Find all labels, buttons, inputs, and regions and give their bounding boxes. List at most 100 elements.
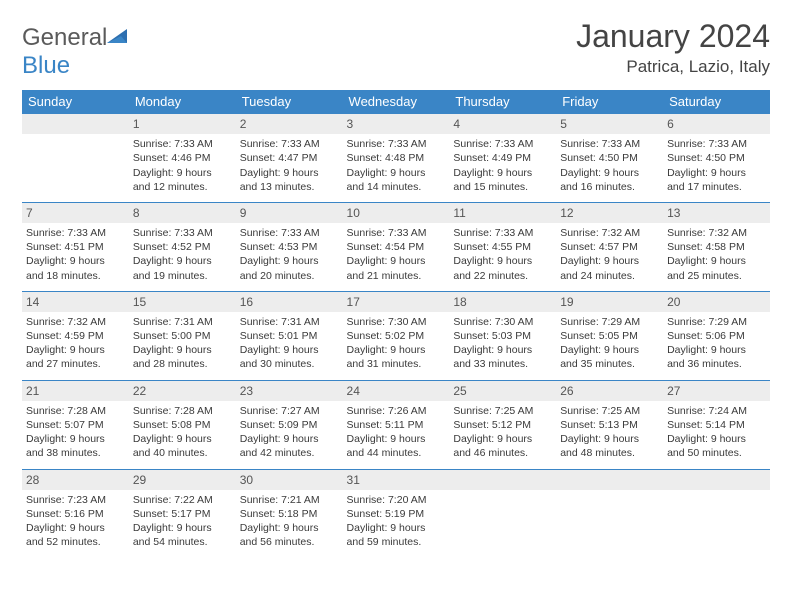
sunrise-text: Sunrise: 7:33 AM bbox=[240, 137, 339, 151]
daylight-text: and 14 minutes. bbox=[347, 180, 446, 194]
day-number: 9 bbox=[236, 203, 343, 223]
daylight-text: Daylight: 9 hours bbox=[240, 343, 339, 357]
sunset-text: Sunset: 4:48 PM bbox=[347, 151, 446, 165]
calendar-cell: 20Sunrise: 7:29 AMSunset: 5:06 PMDayligh… bbox=[663, 291, 770, 380]
day-number: 7 bbox=[22, 203, 129, 223]
daylight-text: and 17 minutes. bbox=[667, 180, 766, 194]
daylight-text: Daylight: 9 hours bbox=[560, 343, 659, 357]
day-number-empty bbox=[663, 470, 770, 490]
calendar-cell: 2Sunrise: 7:33 AMSunset: 4:47 PMDaylight… bbox=[236, 114, 343, 203]
day-number-empty bbox=[449, 470, 556, 490]
weekday-header: Wednesday bbox=[343, 90, 450, 114]
calendar-table: SundayMondayTuesdayWednesdayThursdayFrid… bbox=[22, 90, 770, 557]
daylight-text: and 21 minutes. bbox=[347, 269, 446, 283]
daylight-text: Daylight: 9 hours bbox=[133, 521, 232, 535]
daylight-text: and 19 minutes. bbox=[133, 269, 232, 283]
daylight-text: and 59 minutes. bbox=[347, 535, 446, 549]
sunrise-text: Sunrise: 7:26 AM bbox=[347, 404, 446, 418]
daylight-text: and 50 minutes. bbox=[667, 446, 766, 460]
sunset-text: Sunset: 4:58 PM bbox=[667, 240, 766, 254]
sunset-text: Sunset: 5:11 PM bbox=[347, 418, 446, 432]
weekday-header: Sunday bbox=[22, 90, 129, 114]
weekday-header: Thursday bbox=[449, 90, 556, 114]
calendar-cell: 29Sunrise: 7:22 AMSunset: 5:17 PMDayligh… bbox=[129, 469, 236, 557]
day-number: 18 bbox=[449, 292, 556, 312]
page-title: January 2024 bbox=[576, 18, 770, 55]
sunrise-text: Sunrise: 7:33 AM bbox=[453, 226, 552, 240]
daylight-text: Daylight: 9 hours bbox=[26, 254, 125, 268]
sunset-text: Sunset: 4:51 PM bbox=[26, 240, 125, 254]
daylight-text: and 30 minutes. bbox=[240, 357, 339, 371]
day-number: 31 bbox=[343, 470, 450, 490]
sunset-text: Sunset: 5:16 PM bbox=[26, 507, 125, 521]
sunrise-text: Sunrise: 7:31 AM bbox=[240, 315, 339, 329]
day-number: 14 bbox=[22, 292, 129, 312]
sunrise-text: Sunrise: 7:28 AM bbox=[26, 404, 125, 418]
sunset-text: Sunset: 4:57 PM bbox=[560, 240, 659, 254]
daylight-text: Daylight: 9 hours bbox=[453, 166, 552, 180]
daylight-text: and 25 minutes. bbox=[667, 269, 766, 283]
day-number: 22 bbox=[129, 381, 236, 401]
sunrise-text: Sunrise: 7:30 AM bbox=[453, 315, 552, 329]
logo: General Blue bbox=[22, 18, 129, 80]
day-number: 11 bbox=[449, 203, 556, 223]
daylight-text: and 36 minutes. bbox=[667, 357, 766, 371]
sunset-text: Sunset: 4:49 PM bbox=[453, 151, 552, 165]
daylight-text: Daylight: 9 hours bbox=[240, 432, 339, 446]
daylight-text: and 56 minutes. bbox=[240, 535, 339, 549]
sunrise-text: Sunrise: 7:23 AM bbox=[26, 493, 125, 507]
sunset-text: Sunset: 5:08 PM bbox=[133, 418, 232, 432]
daylight-text: Daylight: 9 hours bbox=[347, 254, 446, 268]
sunset-text: Sunset: 4:52 PM bbox=[133, 240, 232, 254]
calendar-body: 1Sunrise: 7:33 AMSunset: 4:46 PMDaylight… bbox=[22, 114, 770, 558]
calendar-cell bbox=[449, 469, 556, 557]
daylight-text: Daylight: 9 hours bbox=[347, 343, 446, 357]
day-number: 13 bbox=[663, 203, 770, 223]
calendar-cell: 4Sunrise: 7:33 AMSunset: 4:49 PMDaylight… bbox=[449, 114, 556, 203]
daylight-text: and 54 minutes. bbox=[133, 535, 232, 549]
calendar-cell: 3Sunrise: 7:33 AMSunset: 4:48 PMDaylight… bbox=[343, 114, 450, 203]
header: General Blue January 2024 Patrica, Lazio… bbox=[22, 18, 770, 80]
sunset-text: Sunset: 5:05 PM bbox=[560, 329, 659, 343]
sunset-text: Sunset: 5:09 PM bbox=[240, 418, 339, 432]
daylight-text: Daylight: 9 hours bbox=[560, 432, 659, 446]
calendar-cell bbox=[22, 114, 129, 203]
day-number: 23 bbox=[236, 381, 343, 401]
daylight-text: and 12 minutes. bbox=[133, 180, 232, 194]
daylight-text: Daylight: 9 hours bbox=[240, 254, 339, 268]
sunrise-text: Sunrise: 7:30 AM bbox=[347, 315, 446, 329]
weekday-header: Monday bbox=[129, 90, 236, 114]
day-number: 25 bbox=[449, 381, 556, 401]
day-number: 30 bbox=[236, 470, 343, 490]
calendar-week-row: 14Sunrise: 7:32 AMSunset: 4:59 PMDayligh… bbox=[22, 291, 770, 380]
daylight-text: and 24 minutes. bbox=[560, 269, 659, 283]
calendar-cell: 12Sunrise: 7:32 AMSunset: 4:57 PMDayligh… bbox=[556, 202, 663, 291]
sunrise-text: Sunrise: 7:33 AM bbox=[133, 137, 232, 151]
calendar-week-row: 21Sunrise: 7:28 AMSunset: 5:07 PMDayligh… bbox=[22, 380, 770, 469]
calendar-cell: 6Sunrise: 7:33 AMSunset: 4:50 PMDaylight… bbox=[663, 114, 770, 203]
daylight-text: and 15 minutes. bbox=[453, 180, 552, 194]
day-number: 10 bbox=[343, 203, 450, 223]
calendar-cell: 5Sunrise: 7:33 AMSunset: 4:50 PMDaylight… bbox=[556, 114, 663, 203]
day-number: 12 bbox=[556, 203, 663, 223]
sunset-text: Sunset: 5:12 PM bbox=[453, 418, 552, 432]
daylight-text: Daylight: 9 hours bbox=[667, 166, 766, 180]
day-number: 19 bbox=[556, 292, 663, 312]
sunrise-text: Sunrise: 7:32 AM bbox=[26, 315, 125, 329]
sunrise-text: Sunrise: 7:21 AM bbox=[240, 493, 339, 507]
day-number: 17 bbox=[343, 292, 450, 312]
sunrise-text: Sunrise: 7:22 AM bbox=[133, 493, 232, 507]
daylight-text: and 18 minutes. bbox=[26, 269, 125, 283]
weekday-header: Saturday bbox=[663, 90, 770, 114]
day-number: 26 bbox=[556, 381, 663, 401]
sunrise-text: Sunrise: 7:28 AM bbox=[133, 404, 232, 418]
sunset-text: Sunset: 5:19 PM bbox=[347, 507, 446, 521]
calendar-cell: 10Sunrise: 7:33 AMSunset: 4:54 PMDayligh… bbox=[343, 202, 450, 291]
calendar-cell: 9Sunrise: 7:33 AMSunset: 4:53 PMDaylight… bbox=[236, 202, 343, 291]
sunrise-text: Sunrise: 7:29 AM bbox=[667, 315, 766, 329]
sunset-text: Sunset: 5:17 PM bbox=[133, 507, 232, 521]
sunset-text: Sunset: 4:53 PM bbox=[240, 240, 339, 254]
daylight-text: and 31 minutes. bbox=[347, 357, 446, 371]
day-number: 3 bbox=[343, 114, 450, 134]
calendar-cell: 7Sunrise: 7:33 AMSunset: 4:51 PMDaylight… bbox=[22, 202, 129, 291]
